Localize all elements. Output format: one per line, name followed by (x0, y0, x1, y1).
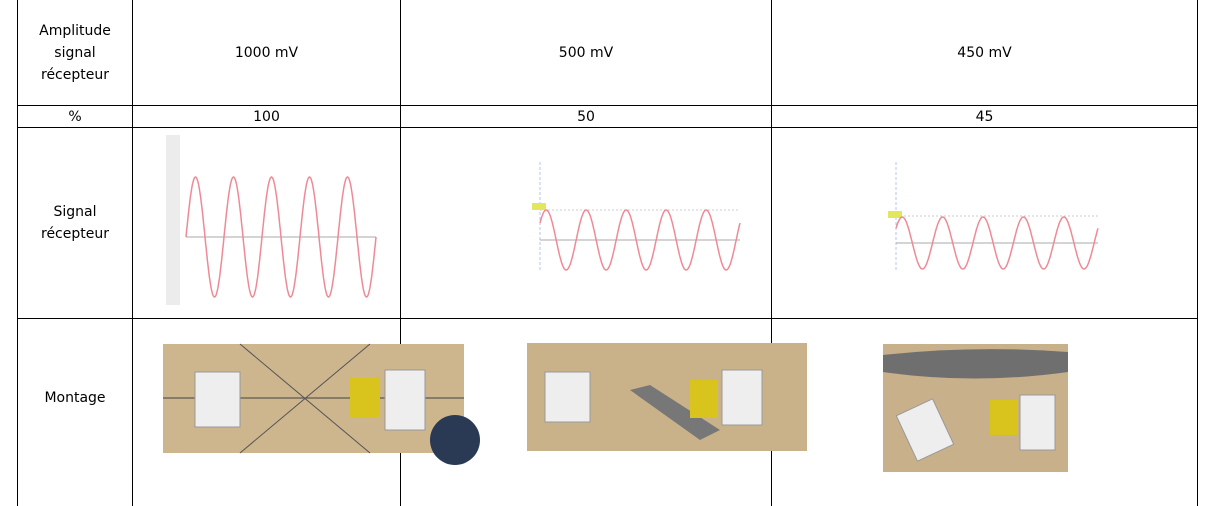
photo-detail (690, 380, 718, 418)
photo-detail (350, 378, 380, 418)
photo-detail (195, 372, 240, 427)
photo-detail (385, 370, 425, 430)
oscillogram-axis (166, 135, 180, 305)
oscillogram (165, 135, 378, 305)
photo-detail (545, 372, 590, 422)
photo-detail (722, 370, 762, 425)
photo-detail (990, 400, 1018, 435)
photo-detail (1020, 395, 1055, 450)
marker (888, 211, 902, 218)
photo-detail (430, 415, 480, 465)
photo-detail (883, 349, 1068, 378)
marker (532, 203, 546, 210)
images (0, 0, 1213, 506)
page: Amplitude signal récepteur 1000 mV 500 m… (0, 0, 1213, 506)
